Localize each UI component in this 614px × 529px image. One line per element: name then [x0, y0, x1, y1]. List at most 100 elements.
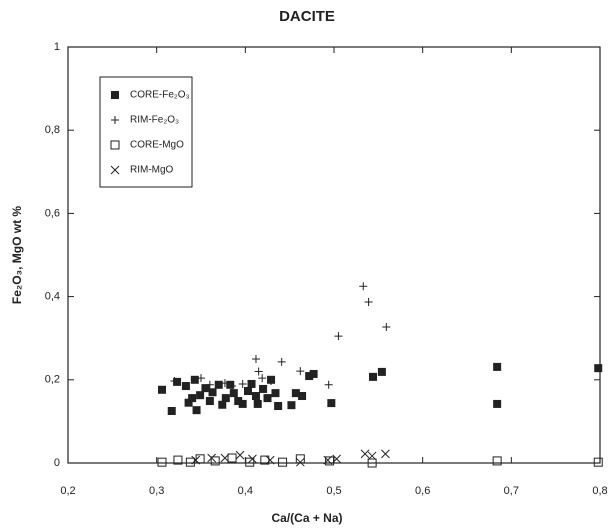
point [493, 399, 502, 408]
point [271, 389, 280, 398]
point [295, 457, 305, 467]
y-axis-label: Fe₂O₃, MgO wt % [10, 206, 24, 305]
point [265, 455, 275, 465]
point [367, 458, 377, 468]
point [324, 380, 333, 389]
point [196, 391, 205, 400]
point [360, 449, 370, 459]
point [205, 397, 214, 406]
point [493, 362, 502, 371]
point [157, 457, 167, 467]
legend-label: RIM-Fe₂O₃ [130, 115, 179, 126]
point [228, 382, 237, 391]
point [296, 367, 305, 376]
x-tick-label: 0,8 [592, 485, 607, 497]
y-tick-label: 1 [54, 41, 60, 53]
point [274, 402, 283, 411]
y-tick-label: 0,6 [45, 207, 60, 219]
point [277, 357, 286, 366]
point [245, 457, 255, 467]
x-axis-label: Ca/(Ca + Na) [271, 511, 342, 525]
point [190, 375, 199, 384]
point [197, 374, 205, 383]
point [382, 322, 391, 331]
point [327, 399, 336, 408]
point [220, 379, 229, 388]
point [305, 372, 314, 381]
point [263, 394, 272, 403]
point [191, 455, 201, 465]
point [207, 453, 216, 463]
x-tick-label: 0,3 [149, 485, 164, 497]
point [173, 455, 183, 465]
point [205, 380, 214, 389]
point [287, 401, 296, 410]
point [214, 380, 223, 389]
point [593, 457, 603, 467]
point [251, 392, 260, 401]
point [201, 384, 210, 393]
point [381, 449, 390, 459]
point [221, 394, 230, 403]
point [192, 406, 201, 415]
point [188, 394, 197, 403]
point [334, 332, 343, 341]
point [218, 400, 227, 409]
x-tick-label: 0,6 [415, 485, 430, 497]
legend-marker [110, 165, 120, 175]
legend-marker [110, 140, 120, 150]
point [359, 282, 368, 291]
point [260, 455, 270, 465]
point [594, 364, 603, 373]
point [323, 455, 333, 465]
point [377, 367, 386, 376]
point [258, 374, 267, 383]
point [259, 384, 268, 393]
point [251, 355, 260, 363]
point [226, 380, 235, 389]
point [238, 399, 247, 408]
legend-marker [111, 116, 119, 124]
point [254, 367, 263, 376]
point [173, 377, 182, 386]
y-tick-label: 0 [54, 457, 60, 469]
legend-label: CORE-Fe₂O₃ [130, 90, 190, 101]
y-tick-label: 0,8 [45, 124, 60, 136]
point [248, 454, 257, 464]
point [210, 456, 220, 466]
point [309, 369, 318, 378]
point [253, 399, 262, 408]
point [208, 388, 217, 397]
x-tick-label: 0,5 [326, 485, 341, 497]
point [181, 382, 190, 391]
x-tick-label: 0,7 [504, 485, 519, 497]
point [298, 392, 307, 401]
point [325, 456, 335, 466]
point [157, 385, 166, 394]
point [332, 454, 342, 464]
point [170, 377, 179, 386]
point [184, 398, 193, 407]
legend-marker [111, 91, 119, 99]
point [229, 389, 238, 398]
chart-title: DACITE [279, 8, 335, 25]
point [227, 453, 237, 463]
point [364, 298, 373, 307]
point [278, 457, 288, 467]
point [291, 389, 300, 398]
point [367, 451, 377, 461]
point [185, 457, 195, 467]
point [238, 379, 247, 388]
point [267, 377, 276, 386]
point [492, 456, 502, 466]
point [234, 397, 243, 406]
y-tick-label: 0,2 [45, 374, 60, 386]
point [243, 387, 252, 396]
y-tick-label: 0,4 [45, 291, 60, 303]
point [247, 379, 256, 388]
legend-label: CORE-MgO [130, 140, 184, 151]
x-tick-label: 0,2 [60, 485, 75, 497]
x-tick-label: 0,4 [238, 485, 253, 497]
point [220, 453, 230, 463]
